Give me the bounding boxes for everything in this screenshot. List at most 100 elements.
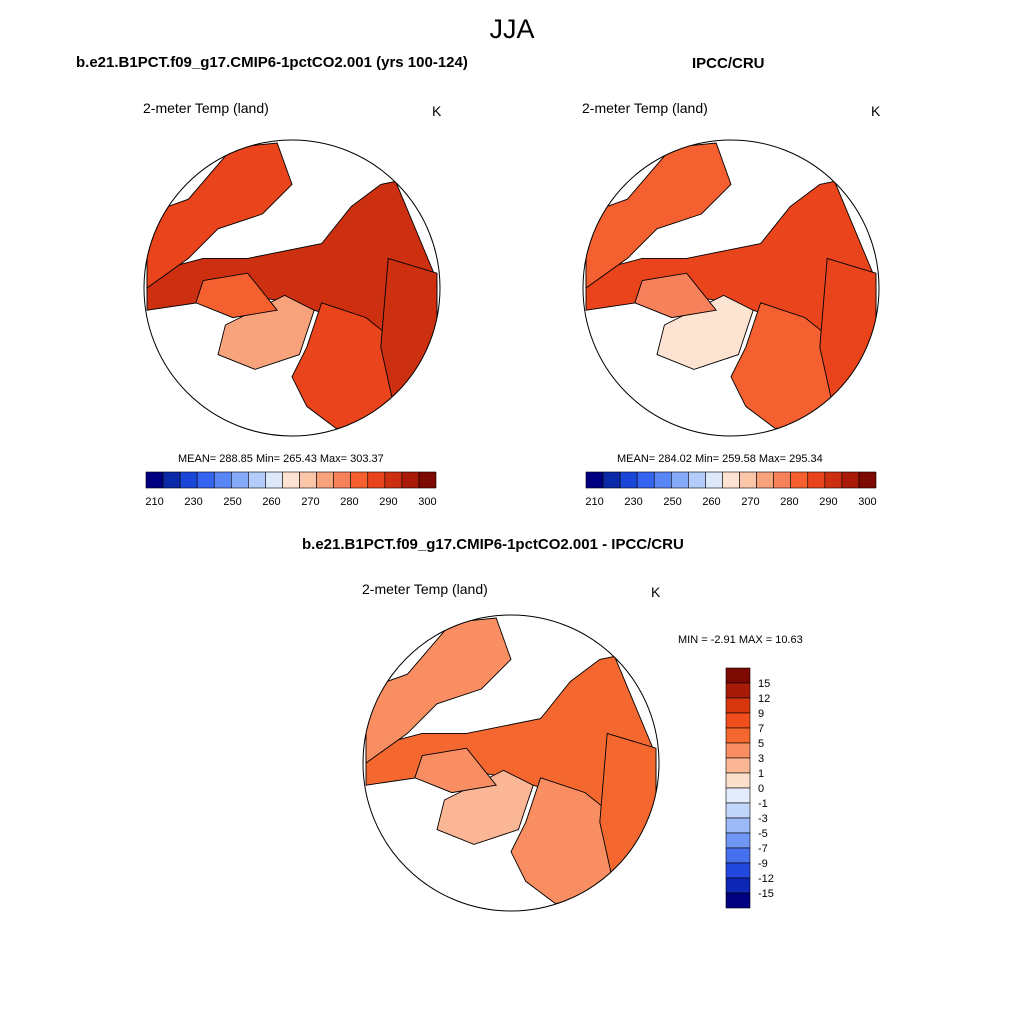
colorbar-swatch	[725, 682, 751, 699]
map-boundary	[362, 614, 660, 912]
colorbar-swatch	[722, 471, 740, 489]
colorbar-tick-label: 210	[145, 496, 163, 508]
colorbar-tick-label: 7	[758, 723, 764, 735]
colorbar-swatch	[773, 471, 792, 489]
stats-model: MEAN= 288.85 Min= 265.43 Max= 303.37	[178, 453, 384, 465]
map-boundary	[582, 139, 880, 437]
variable-label-model: 2-meter Temp (land)	[143, 100, 269, 116]
polar-map-obs	[582, 139, 880, 437]
land-north-america	[365, 617, 512, 764]
colorbar-tick-label: 230	[624, 496, 642, 508]
colorbar-tick-label: 280	[780, 496, 798, 508]
land-greenland	[656, 294, 754, 370]
colorbar-tick-label: -5	[758, 828, 768, 840]
colorbar-tick-label: 230	[184, 496, 202, 508]
colorbar-swatch	[858, 471, 877, 489]
colorbar-swatch	[367, 471, 386, 489]
colorbar-tick-label: 300	[418, 496, 436, 508]
colorbar-swatch	[384, 471, 403, 489]
colorbar-swatch	[841, 471, 860, 489]
colorbar-tick-label: 210	[585, 496, 603, 508]
colorbar-model: 210 230 250 260 270 280 290 300	[145, 471, 437, 508]
colorbar-swatch	[602, 471, 621, 489]
land-north-america	[146, 142, 293, 289]
colorbar-swatch	[688, 471, 706, 489]
colorbar-swatch	[299, 471, 317, 489]
colorbar-tick-label: 0	[758, 783, 764, 795]
colorbar-tick-label: 290	[379, 496, 397, 508]
colorbar-swatch	[824, 471, 843, 489]
colorbar-swatch	[725, 742, 751, 759]
panel-title-model: b.e21.B1PCT.f09_g17.CMIP6-1pctCO2.001 (y…	[76, 54, 468, 71]
colorbar-tick-label: -7	[758, 843, 768, 855]
colorbar-swatch	[725, 697, 751, 714]
colorbar-swatch	[248, 471, 266, 489]
colorbar-swatch	[725, 712, 751, 729]
colorbar-swatch	[162, 471, 181, 489]
colorbar-tick-label: 300	[858, 496, 876, 508]
units-label-model: K	[432, 103, 442, 119]
colorbar-tick-label: -1	[758, 798, 768, 810]
colorbar-swatch	[213, 471, 232, 489]
land-islands	[195, 272, 279, 319]
colorbar-tick-label: 280	[340, 496, 358, 508]
land-greenland	[436, 769, 534, 845]
land-greenland	[217, 294, 315, 370]
land-north-america	[585, 142, 732, 289]
colorbar-swatch	[316, 471, 334, 489]
colorbar-swatch	[725, 877, 751, 894]
colorbar-swatch	[401, 471, 420, 489]
colorbar-swatch	[739, 471, 757, 489]
colorbar-swatch	[653, 471, 672, 489]
colorbar-swatch	[725, 892, 751, 909]
colorbar-swatch	[725, 847, 751, 864]
colorbar-swatch	[636, 471, 655, 489]
colorbar-swatch	[350, 471, 369, 489]
colorbar-tick-label: -3	[758, 813, 768, 825]
colorbar-swatch	[705, 471, 723, 489]
colorbar-tick-label: 260	[262, 496, 280, 508]
colorbar-swatch	[725, 667, 751, 684]
colorbar-swatch	[725, 772, 751, 789]
colorbar-swatch	[725, 757, 751, 774]
colorbar-swatch	[230, 471, 249, 489]
colorbar-tick-label: 15	[758, 678, 770, 690]
colorbar-swatch	[725, 832, 751, 849]
colorbar-tick-label: 290	[819, 496, 837, 508]
colorbar-tick-label: 250	[663, 496, 681, 508]
colorbar-swatch	[725, 862, 751, 879]
land-islands	[414, 747, 498, 794]
colorbar-tick-label: 5	[758, 738, 764, 750]
colorbar-swatch	[725, 817, 751, 834]
colorbar-tick-label: 3	[758, 753, 764, 765]
colorbar-obs: 210 230 250 260 270 280 290 300	[585, 471, 877, 508]
polar-map-model	[143, 139, 441, 437]
stats-obs: MEAN= 284.02 Min= 259.58 Max= 295.34	[617, 453, 823, 465]
colorbar-tick-label: 12	[758, 693, 770, 705]
figure-title: JJA	[489, 14, 535, 44]
variable-label-obs: 2-meter Temp (land)	[582, 100, 708, 116]
colorbar-swatch	[790, 471, 809, 489]
colorbar-swatch	[725, 727, 751, 744]
colorbar-swatch	[265, 471, 283, 489]
land-islands	[634, 272, 718, 319]
stats-diff: MIN = -2.91 MAX = 10.63	[678, 634, 803, 646]
colorbar-tick-label: 270	[301, 496, 319, 508]
colorbar-tick-label: -9	[758, 858, 768, 870]
colorbar-tick-label: 270	[741, 496, 759, 508]
colorbar-swatch	[333, 471, 352, 489]
colorbar-swatch	[179, 471, 198, 489]
colorbar-swatch	[756, 471, 774, 489]
colorbar-swatch	[145, 471, 164, 489]
colorbar-tick-label: 9	[758, 708, 764, 720]
polar-map-diff	[362, 614, 660, 912]
colorbar-swatch	[585, 471, 604, 489]
units-label-diff: K	[651, 584, 661, 600]
colorbar-swatch	[418, 471, 437, 489]
colorbar-swatch	[670, 471, 689, 489]
variable-label-diff: 2-meter Temp (land)	[362, 581, 488, 597]
colorbar-tick-label: 1	[758, 768, 764, 780]
colorbar-tick-label: 250	[223, 496, 241, 508]
colorbar-swatch	[725, 802, 751, 819]
colorbar-tick-label: 260	[702, 496, 720, 508]
